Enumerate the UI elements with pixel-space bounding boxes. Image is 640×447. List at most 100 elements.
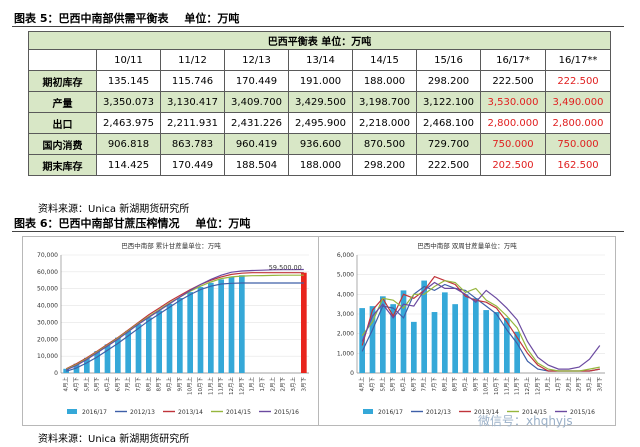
y-tick-label: 5,000 bbox=[337, 272, 354, 279]
y-tick-label: 0 bbox=[350, 370, 354, 377]
table-cell: 298.200 bbox=[352, 154, 417, 176]
y-tick-label: 20,000 bbox=[37, 336, 58, 343]
bar bbox=[166, 303, 173, 373]
bar bbox=[493, 312, 500, 373]
x-tick-label: 10月上 bbox=[482, 377, 490, 395]
bar bbox=[300, 272, 307, 373]
bar bbox=[114, 337, 121, 373]
table-row: 期末库存 114.425 170.449 188.504 188.000 298.200 2… bbox=[28, 154, 611, 176]
x-tick-label: 9月上 bbox=[461, 377, 469, 392]
x-tick-label: 2月下 bbox=[576, 377, 583, 392]
bar bbox=[156, 310, 163, 373]
fig6-source: 资料来源：Unica 新湖期货研究所 bbox=[38, 434, 190, 445]
x-tick-label: 8月上 bbox=[440, 377, 448, 392]
x-tick-label: 1月上 bbox=[248, 377, 256, 392]
table-row: 产量 3,350.073 3,130.417 3,409.700 3,429.500 3,… bbox=[28, 91, 611, 113]
balance-table: 巴西平衡表 单位：万吨 10/11 11/12 12/13 13/14 14/15 15/… bbox=[28, 31, 611, 176]
bar bbox=[472, 298, 479, 373]
cumulative-chart-svg: 巴西中南部 累计甘蔗量单位：万吨 0 10,000 20,000 30,000 40,00… bbox=[37, 241, 309, 416]
bar bbox=[400, 290, 407, 373]
col-header: 14/15 bbox=[352, 49, 417, 71]
table-cell: 729.700 bbox=[416, 133, 481, 155]
fig5-caption-rule bbox=[12, 26, 624, 27]
table-cell: 115.746 bbox=[160, 70, 225, 92]
series-line bbox=[361, 275, 600, 372]
y-tick-label: 3,000 bbox=[337, 311, 354, 318]
bar bbox=[125, 330, 132, 373]
col-header: 16/17* bbox=[480, 49, 546, 71]
bar bbox=[410, 321, 417, 373]
table-cell: 960.419 bbox=[224, 133, 289, 155]
biweekly-chart-svg: 巴西中南部 双周甘蔗量单位：万吨 0 1,000 2,000 3,000 4,000 5,0… bbox=[337, 241, 605, 416]
col-header: 15/16 bbox=[416, 49, 481, 71]
legend-label: 2013/14 bbox=[474, 409, 499, 416]
table-cell: 750.000 bbox=[480, 133, 546, 155]
row-label: 国内消费 bbox=[28, 133, 97, 155]
legend-label: 2013/14 bbox=[178, 409, 203, 416]
table-cell: 2,800.000 bbox=[480, 112, 546, 134]
bar bbox=[104, 344, 111, 373]
y-tick-label: 50,000 bbox=[37, 286, 58, 293]
series-line bbox=[65, 272, 304, 370]
x-tick-label: 9月上 bbox=[165, 377, 173, 392]
x-tick-label: 3月下 bbox=[596, 377, 603, 392]
y-tick-label: 30,000 bbox=[37, 319, 58, 326]
x-tick-label: 12月上 bbox=[523, 377, 531, 395]
table-cell: 870.500 bbox=[352, 133, 417, 155]
table-row: 出口 2,463.975 2,211.931 2,431.226 2,495.900 2,… bbox=[28, 112, 611, 134]
x-tick-label: 6月下 bbox=[410, 377, 417, 392]
table-cell: 222.500 bbox=[416, 154, 481, 176]
fig5-source: 资料来源：Unica 新湖期货研究所 bbox=[38, 204, 190, 215]
x-tick-label: 12月上 bbox=[227, 377, 235, 395]
y-tick-label: 70,000 bbox=[37, 252, 58, 259]
y-tick-label: 4,000 bbox=[337, 291, 354, 298]
x-tick-label: 11月下 bbox=[218, 377, 225, 395]
fig5-caption-text: 图表 5：巴西中南部供需平衡表 bbox=[14, 12, 169, 25]
table-cell: 202.500 bbox=[480, 154, 546, 176]
table-row: 国内消费 906.818 863.783 960.419 936.600 870.500 7… bbox=[28, 133, 611, 155]
x-tick-label: 9月下 bbox=[472, 377, 479, 392]
bar bbox=[503, 317, 510, 373]
table-cell: 3,122.100 bbox=[416, 91, 481, 113]
table-cell: 2,211.931 bbox=[160, 112, 225, 134]
x-tick-label: 1月上 bbox=[544, 377, 552, 392]
col-header: 10/11 bbox=[96, 49, 161, 71]
bar bbox=[197, 287, 204, 373]
table-cell: 162.500 bbox=[545, 154, 611, 176]
x-tick-label: 3月下 bbox=[300, 377, 307, 392]
series-line bbox=[65, 268, 304, 371]
table-cell: 188.000 bbox=[288, 154, 353, 176]
x-tick-label: 3月上 bbox=[289, 377, 297, 392]
table-cell: 188.504 bbox=[224, 154, 289, 176]
chart-title: 巴西中南部 累计甘蔗量单位：万吨 bbox=[121, 241, 221, 250]
x-tick-label: 6月下 bbox=[114, 377, 121, 392]
table-cell: 3,429.500 bbox=[288, 91, 353, 113]
bar bbox=[514, 331, 521, 373]
chart-title: 巴西中南部 双周甘蔗量单位：万吨 bbox=[417, 241, 517, 250]
bar bbox=[431, 312, 438, 373]
table-cell: 2,431.226 bbox=[224, 112, 289, 134]
x-tick-label: 4月上 bbox=[358, 377, 366, 392]
table-cell: 2,495.900 bbox=[288, 112, 353, 134]
x-tick-label: 7月下 bbox=[135, 377, 142, 392]
bar bbox=[135, 324, 142, 373]
table-cell: 3,130.417 bbox=[160, 91, 225, 113]
bar bbox=[421, 280, 428, 373]
y-tick-label: 2,000 bbox=[337, 331, 354, 338]
bar bbox=[441, 292, 448, 373]
bar bbox=[369, 306, 376, 373]
y-tick-label: 1,000 bbox=[337, 350, 354, 357]
table-cell: 3,350.073 bbox=[96, 91, 161, 113]
x-tick-label: 7月下 bbox=[431, 377, 438, 392]
bar bbox=[207, 282, 214, 373]
legend-label: 2016/17 bbox=[82, 409, 107, 416]
x-tick-label: 8月上 bbox=[144, 377, 152, 392]
data-label: 59,500.00 bbox=[269, 264, 302, 272]
bar bbox=[145, 317, 152, 373]
x-tick-label: 11月上 bbox=[502, 377, 510, 395]
col-header bbox=[28, 49, 97, 71]
table-cell: 2,468.100 bbox=[416, 112, 481, 134]
x-tick-label: 2月上 bbox=[564, 377, 572, 392]
bar bbox=[176, 297, 183, 373]
series-line bbox=[66, 282, 304, 372]
